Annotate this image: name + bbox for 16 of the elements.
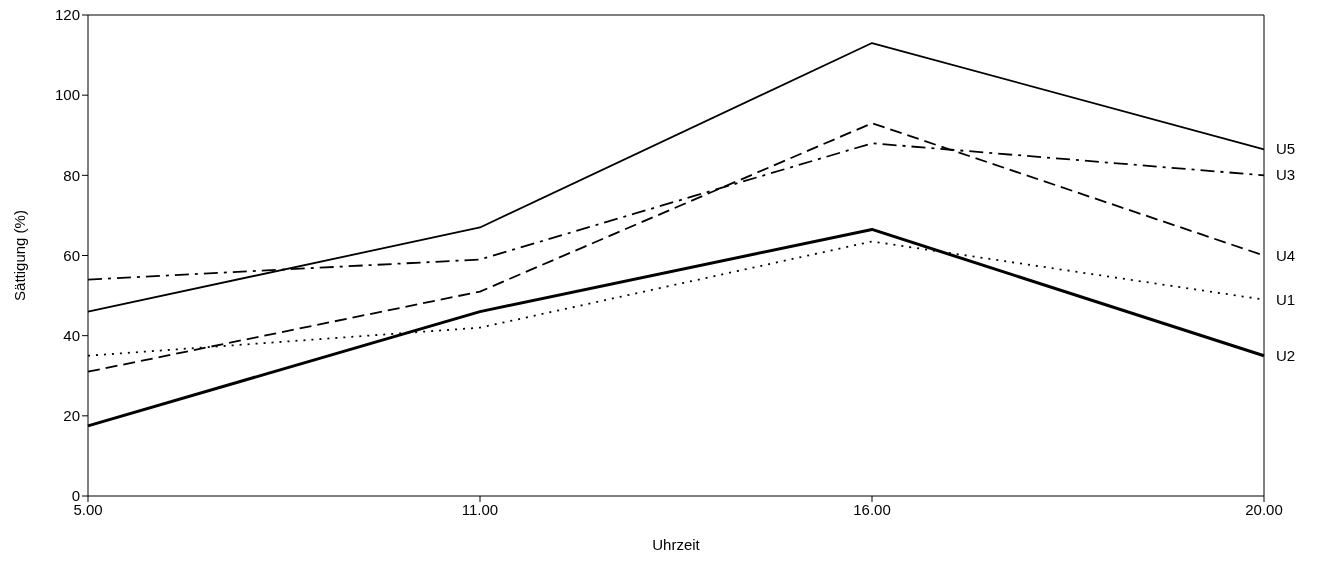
series-label: U4 — [1276, 246, 1296, 264]
series-label: U5 — [1276, 140, 1296, 158]
x-tick-label: 16.00 — [853, 500, 891, 518]
y-tick-label: 60 — [63, 246, 80, 264]
y-tick-label: 80 — [63, 166, 80, 184]
y-tick-label: 40 — [63, 326, 80, 344]
y-axis-title: Sättigung (%) — [11, 210, 29, 301]
series-label: U2 — [1276, 346, 1296, 364]
y-tick-label: 20 — [63, 407, 80, 425]
y-tick-label: 120 — [54, 6, 80, 24]
series-label: U1 — [1276, 290, 1296, 308]
series-label: U3 — [1276, 166, 1296, 184]
y-tick-label: 100 — [54, 86, 80, 104]
x-tick-label: 11.00 — [461, 500, 499, 518]
x-axis-title: Uhrzeit — [652, 536, 701, 553]
x-tick-label: 20.00 — [1245, 500, 1283, 518]
